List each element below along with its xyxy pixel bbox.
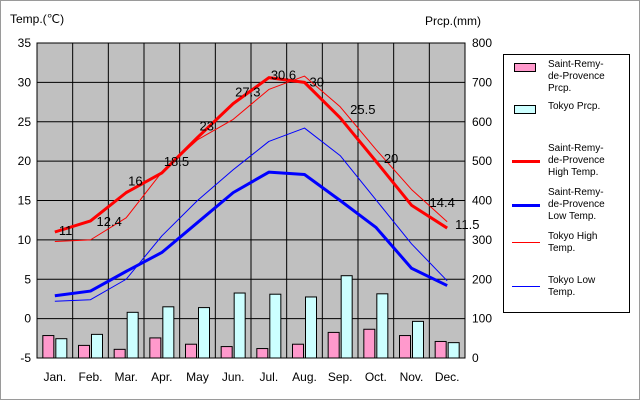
precip-bar xyxy=(185,343,197,359)
precip-bar xyxy=(198,307,210,359)
right-tick-label: 200 xyxy=(472,272,492,286)
legend-label: Saint-Remy-de-Provence Low Temp. xyxy=(548,187,605,222)
x-tick-label: Oct. xyxy=(365,370,387,384)
precip-bar xyxy=(327,331,340,359)
right-axis-title: Prcp.(mm) xyxy=(425,14,481,28)
precip-bar xyxy=(340,275,353,359)
precip-bar xyxy=(363,328,376,359)
precip-bar xyxy=(55,338,68,359)
data-label: 11.5 xyxy=(455,217,479,232)
data-label: 30.6 xyxy=(271,68,296,83)
legend-swatch xyxy=(512,286,540,287)
x-tick-label: Nov. xyxy=(400,370,424,384)
precip-bar xyxy=(305,296,317,359)
left-tick-label: 5 xyxy=(24,272,31,286)
left-tick-label: 10 xyxy=(18,233,32,247)
left-tick-label: 25 xyxy=(18,115,32,129)
legend-swatch xyxy=(512,160,540,163)
data-label: 20 xyxy=(384,151,398,166)
data-label: 11 xyxy=(59,223,72,238)
legend-swatch xyxy=(512,204,540,207)
x-tick-label: Jul. xyxy=(259,370,278,384)
right-tick-label: 500 xyxy=(472,154,492,168)
precip-bar xyxy=(220,346,233,359)
left-tick-label: 0 xyxy=(24,312,31,326)
left-tick-label: 30 xyxy=(18,75,32,89)
right-tick-label: 0 xyxy=(472,351,479,365)
data-label: 14.4 xyxy=(430,195,455,210)
left-tick-label: 35 xyxy=(18,36,32,50)
right-tick-label: 600 xyxy=(472,115,492,129)
x-tick-label: Jun. xyxy=(222,370,245,384)
precip-bar xyxy=(292,343,304,359)
temp-line xyxy=(54,170,448,298)
temp-line xyxy=(54,127,448,302)
legend-label: Tokyo Low Temp. xyxy=(548,275,596,298)
x-tick-label: Dec. xyxy=(435,370,460,384)
x-tick-label: Sep. xyxy=(328,370,353,384)
right-tick-label: 300 xyxy=(472,233,492,247)
precip-bar xyxy=(434,340,447,359)
left-tick-label: 20 xyxy=(18,154,32,168)
x-tick-label: Jan. xyxy=(43,370,66,384)
x-tick-label: Aug. xyxy=(292,370,317,384)
precip-bar xyxy=(233,292,246,359)
right-tick-label: 400 xyxy=(472,194,492,208)
precip-bar xyxy=(78,344,90,359)
temp-line xyxy=(54,75,448,242)
legend-swatch xyxy=(512,242,540,243)
temp-line xyxy=(54,76,448,234)
legend-label: Tokyo High Temp. xyxy=(548,231,598,254)
precip-bar xyxy=(269,293,282,359)
left-tick-label: -5 xyxy=(20,351,31,365)
data-label: 18.5 xyxy=(164,154,189,169)
precip-bar xyxy=(149,337,162,359)
x-tick-label: Feb. xyxy=(78,370,102,384)
legend-label: Saint-Remy-de-Provence Prcp. xyxy=(548,59,605,94)
precip-bar xyxy=(42,335,55,359)
data-label: 27.3 xyxy=(235,85,260,100)
data-label: 16 xyxy=(128,174,142,189)
left-tick-label: 15 xyxy=(18,194,32,208)
precip-bar xyxy=(256,348,269,359)
legend-label: Saint-Remy-de-Provence High Temp. xyxy=(548,143,605,178)
precip-bar xyxy=(126,311,139,359)
data-label: 23 xyxy=(200,119,214,134)
legend-label: Tokyo Prcp. xyxy=(548,101,601,112)
precip-bar xyxy=(376,293,389,359)
legend-swatch xyxy=(514,105,536,114)
precip-bar xyxy=(399,335,411,359)
precip-bar xyxy=(91,333,103,359)
x-tick-label: May xyxy=(186,370,209,384)
precip-bar xyxy=(113,348,126,359)
left-axis-title: Temp.(℃) xyxy=(10,12,65,26)
right-tick-label: 100 xyxy=(472,312,492,326)
right-tick-label: 800 xyxy=(472,36,492,50)
x-tick-label: Mar. xyxy=(114,370,137,384)
data-label: 12.4 xyxy=(97,214,122,229)
precip-bar xyxy=(162,306,175,359)
precip-bar xyxy=(447,342,460,359)
right-tick-label: 700 xyxy=(472,75,492,89)
x-tick-label: Apr. xyxy=(151,370,172,384)
precip-bar xyxy=(412,320,424,359)
legend-swatch xyxy=(514,63,536,72)
legend: Saint-Remy-de-Provence Prcp. Tokyo Prcp. Sa… xyxy=(503,54,630,313)
data-label: 30 xyxy=(310,74,324,89)
data-label: 25.5 xyxy=(350,102,375,117)
